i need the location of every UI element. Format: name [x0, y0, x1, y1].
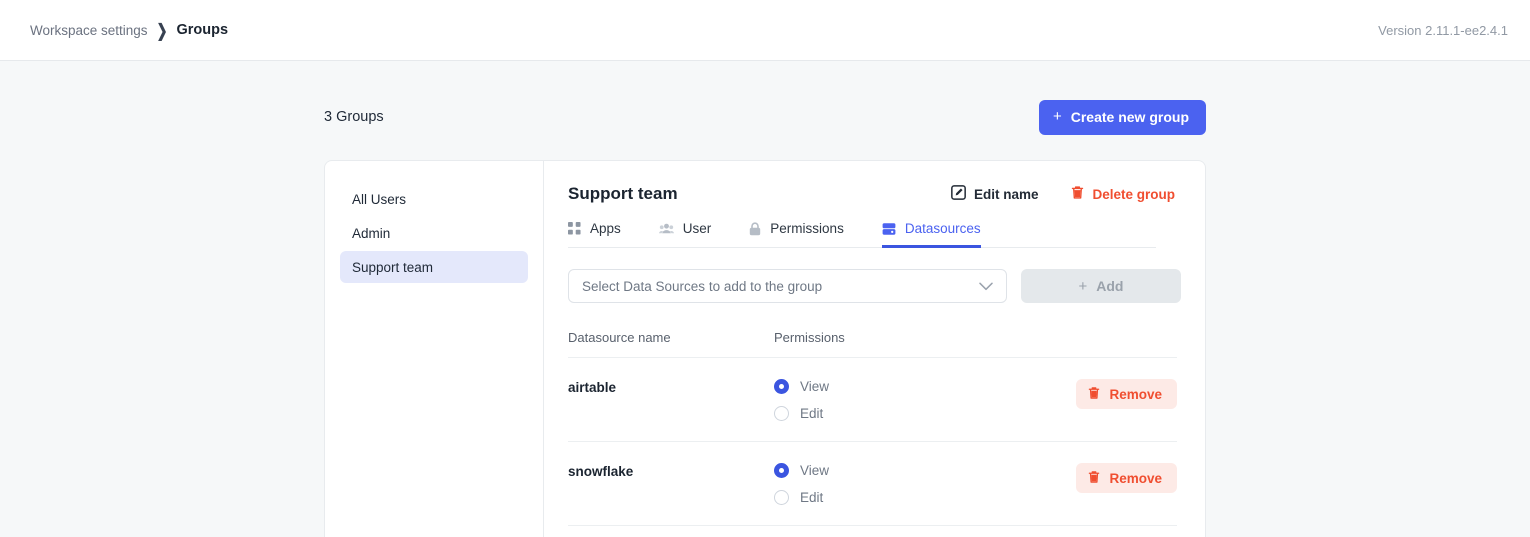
trash-icon: [1088, 386, 1100, 403]
page-title: Support team: [568, 184, 678, 203]
tab-apps[interactable]: Apps: [568, 221, 621, 248]
row-actions: Remove: [1067, 379, 1177, 409]
datasource-select-value: Select Data Sources to add to the group: [582, 278, 823, 294]
radio-option-view[interactable]: View: [774, 379, 1067, 394]
radio-view-label: View: [800, 379, 830, 394]
table-row: airtable View Edit: [568, 358, 1177, 442]
remove-label: Remove: [1109, 470, 1162, 486]
datasource-select-row: Select Data Sources to add to the group …: [568, 269, 1181, 303]
sidebar-item-all-users[interactable]: All Users: [340, 183, 528, 215]
breadcrumb-current-groups: Groups: [176, 22, 229, 38]
edit-name-label: Edit name: [973, 186, 1039, 202]
radio-edit-unselected[interactable]: [774, 490, 789, 505]
create-new-group-button[interactable]: + Create new group: [1038, 99, 1206, 135]
tab-permissions[interactable]: Permissions: [749, 221, 844, 248]
tab-datasources[interactable]: Datasources: [881, 221, 981, 248]
page-body: 3 Groups + Create new group All Users Ad…: [0, 61, 1530, 537]
sidebar-item-label: Admin: [352, 225, 391, 241]
group-detail-panel: Support team Edit name: [544, 161, 1205, 537]
chevron-down-icon: [979, 282, 993, 291]
tab-label: Datasources: [904, 221, 981, 236]
radio-option-edit[interactable]: Edit: [774, 406, 1067, 421]
remove-label: Remove: [1109, 386, 1162, 402]
version-label: Version 2.11.1-ee2.4.1: [1378, 22, 1508, 38]
breadcrumb-link-workspace-settings[interactable]: Workspace settings: [30, 22, 148, 38]
tab-label: Apps: [590, 221, 621, 236]
add-button-label: Add: [1096, 278, 1124, 294]
plus-icon: +: [1078, 277, 1088, 295]
datasource-name: snowflake: [568, 464, 634, 479]
radio-option-view[interactable]: View: [774, 463, 1067, 478]
page-header: 3 Groups + Create new group: [324, 99, 1206, 135]
table-row: snowflake View Edit: [568, 442, 1177, 526]
pencil-square-icon: [951, 185, 966, 203]
tab-user[interactable]: User: [658, 221, 712, 248]
top-bar: Workspace settings ❯ Groups Version 2.11…: [0, 0, 1530, 61]
sidebar-item-label: Support team: [352, 259, 434, 275]
radio-view-selected[interactable]: [774, 463, 789, 478]
datasource-name: airtable: [568, 380, 617, 395]
database-icon: [882, 222, 896, 236]
row-actions: Remove: [1067, 463, 1177, 493]
group-count-label: 3 Groups: [324, 109, 384, 125]
column-header-datasource-name: Datasource name: [568, 330, 671, 345]
remove-datasource-button[interactable]: Remove: [1076, 463, 1177, 493]
table-header-row: Datasource name Permissions: [568, 330, 1177, 358]
chevron-right-icon: ❯: [156, 19, 168, 41]
tab-label: Permissions: [770, 221, 844, 236]
trash-icon: [1071, 185, 1084, 203]
permission-radio-group: View Edit: [774, 463, 1067, 505]
add-datasource-button[interactable]: + Add: [1021, 269, 1181, 303]
groups-card: All Users Admin Support team Support tea…: [324, 160, 1206, 537]
tab-label: User: [682, 221, 712, 236]
edit-name-button[interactable]: Edit name: [951, 185, 1039, 203]
column-header-permissions: Permissions: [774, 330, 845, 345]
group-header-actions: Edit name Delete group: [951, 185, 1179, 203]
trash-icon: [1088, 470, 1100, 487]
sidebar-item-label: All Users: [352, 191, 407, 207]
permission-radio-group: View Edit: [774, 379, 1067, 421]
users-icon: [658, 222, 674, 235]
datasources-table: Datasource name Permissions airtable Vie…: [568, 330, 1177, 526]
grid-apps-icon: [568, 222, 581, 235]
breadcrumb: Workspace settings ❯ Groups: [30, 19, 229, 41]
create-new-group-label: Create new group: [1070, 109, 1189, 125]
sidebar-item-support-team[interactable]: Support team: [340, 251, 528, 283]
radio-edit-label: Edit: [800, 490, 824, 505]
radio-view-selected[interactable]: [774, 379, 789, 394]
sidebar-item-admin[interactable]: Admin: [340, 217, 528, 249]
lock-icon: [749, 221, 761, 236]
delete-group-button[interactable]: Delete group: [1071, 185, 1175, 203]
group-tabs: Apps Us: [568, 221, 1156, 248]
groups-sidebar: All Users Admin Support team: [325, 161, 544, 537]
radio-view-label: View: [800, 463, 830, 478]
delete-group-label: Delete group: [1092, 186, 1175, 202]
datasource-select-input[interactable]: Select Data Sources to add to the group: [568, 269, 1007, 303]
radio-option-edit[interactable]: Edit: [774, 490, 1067, 505]
group-detail-header: Support team Edit name: [568, 184, 1179, 204]
remove-datasource-button[interactable]: Remove: [1076, 379, 1177, 409]
radio-edit-label: Edit: [800, 406, 824, 421]
radio-edit-unselected[interactable]: [774, 406, 789, 421]
plus-icon: +: [1052, 108, 1062, 125]
